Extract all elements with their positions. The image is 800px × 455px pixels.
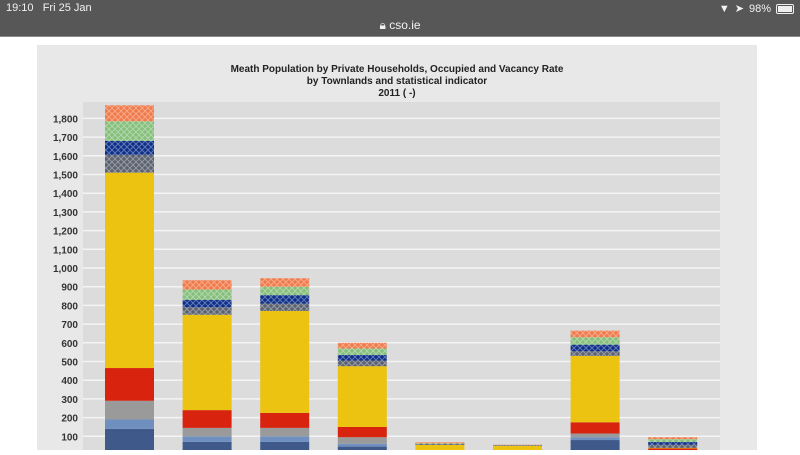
y-tick-label: 1,500 xyxy=(53,171,78,182)
y-tick-label: 1,000 xyxy=(53,264,78,275)
bar-segment[interactable] xyxy=(182,299,232,308)
y-tick-label: 400 xyxy=(61,376,78,387)
bar-segment[interactable] xyxy=(105,400,154,420)
bar-segment[interactable] xyxy=(337,366,387,427)
y-tick-label: 1,300 xyxy=(53,208,78,219)
bar-segment[interactable] xyxy=(105,428,154,455)
y-tick-label: 1,800 xyxy=(53,114,78,125)
bar-segment[interactable] xyxy=(105,172,154,369)
status-indicators: ▼ ➤ 98% xyxy=(719,2,794,15)
bar-segment[interactable] xyxy=(105,419,154,429)
y-tick-label: 1,400 xyxy=(53,189,78,200)
bar-segment[interactable] xyxy=(105,140,154,155)
bar-segment[interactable] xyxy=(260,436,310,442)
wifi-icon: ▼ xyxy=(718,2,730,15)
bar-segment[interactable] xyxy=(570,355,620,423)
bar-segment[interactable] xyxy=(182,289,232,300)
bar-segment[interactable] xyxy=(260,311,310,413)
plot-area xyxy=(83,102,720,455)
bar-segment[interactable] xyxy=(648,447,698,449)
bar-segment[interactable] xyxy=(337,426,387,438)
bar-segment[interactable] xyxy=(648,448,698,451)
status-time: 19:10 Fri 25 Jan xyxy=(6,2,92,14)
address-bar[interactable]: 🔒︎ cso.ie xyxy=(0,18,800,33)
bar-segment[interactable] xyxy=(337,360,387,367)
bar-segment[interactable] xyxy=(493,445,542,446)
lock-icon: 🔒︎ xyxy=(379,18,386,32)
status-bar: 19:10 Fri 25 Jan ▼ ➤ 98% 🔒︎ cso.ie xyxy=(0,0,800,37)
chart-title-line: by Townlands and statistical indicator xyxy=(307,76,488,87)
bar-segment[interactable] xyxy=(337,446,387,455)
y-tick-label: 500 xyxy=(61,358,78,369)
bar-segment[interactable] xyxy=(182,427,232,437)
bar-segment[interactable] xyxy=(493,444,542,446)
bar-segment[interactable] xyxy=(105,121,154,141)
bar-segment[interactable] xyxy=(415,442,465,444)
bar-segment[interactable] xyxy=(648,437,698,440)
y-tick-label: 800 xyxy=(61,301,78,312)
y-tick-label: 1,100 xyxy=(53,245,78,256)
bar-segment[interactable] xyxy=(337,437,387,444)
bar-segment[interactable] xyxy=(260,286,310,296)
bar-segment[interactable] xyxy=(570,422,620,434)
chart-title-line: 2011 ( -) xyxy=(378,88,415,99)
bar-segment[interactable] xyxy=(648,439,698,442)
location-icon: ➤ xyxy=(734,3,744,15)
bar-segment[interactable] xyxy=(337,354,387,361)
bar-segment[interactable] xyxy=(415,443,465,445)
url-text: cso.ie xyxy=(389,18,421,32)
y-tick-label: 700 xyxy=(61,320,78,331)
battery-icon xyxy=(776,3,794,14)
bar-segment[interactable] xyxy=(182,307,232,315)
bar-segment[interactable] xyxy=(570,440,620,455)
bar-segment[interactable] xyxy=(648,441,698,445)
bar-segment[interactable] xyxy=(337,348,387,355)
bar-segment[interactable] xyxy=(493,445,542,455)
bar-segment[interactable] xyxy=(570,351,620,356)
bar-segment[interactable] xyxy=(260,427,310,437)
y-tick-label: 1,700 xyxy=(53,133,78,144)
bar-segment[interactable] xyxy=(105,154,154,173)
bar-segment[interactable] xyxy=(648,444,698,448)
stacked-bar-chart: 100 200 300 400 500 600 700 800 900 1,000 1,100 1,2… xyxy=(53,64,720,455)
bar-segment[interactable] xyxy=(260,441,310,455)
bar-segment[interactable] xyxy=(570,437,620,441)
bar-segment[interactable] xyxy=(570,433,620,438)
y-tick-label: 100 xyxy=(61,432,78,443)
bar-segment[interactable] xyxy=(415,444,465,455)
bar-segment[interactable] xyxy=(260,295,310,304)
bar-segment[interactable] xyxy=(260,303,310,312)
bar-segment[interactable] xyxy=(337,342,387,349)
y-tick-label: 200 xyxy=(61,414,78,425)
bar-segment[interactable] xyxy=(415,444,465,445)
bar-segment[interactable] xyxy=(260,278,310,287)
bar-segment[interactable] xyxy=(182,441,232,455)
bar-segment[interactable] xyxy=(570,330,620,338)
chart-title-line: Meath Population by Private Households, … xyxy=(231,64,564,75)
bar-segment[interactable] xyxy=(570,344,620,352)
chart-container: 100 200 300 400 500 600 700 800 900 1,000 1,100 1,2… xyxy=(37,45,757,455)
bar-segment[interactable] xyxy=(182,280,232,290)
bar-segment[interactable] xyxy=(337,443,387,447)
y-tick-label: 900 xyxy=(61,283,78,294)
y-tick-label: 600 xyxy=(61,339,78,350)
bar-segment[interactable] xyxy=(570,337,620,345)
bar-segment[interactable] xyxy=(260,412,310,428)
y-tick-label: 300 xyxy=(61,395,78,406)
y-tick-label: 1,600 xyxy=(53,152,78,163)
bar-segment[interactable] xyxy=(105,368,154,401)
bar-segment[interactable] xyxy=(182,436,232,442)
y-tick-label: 1,200 xyxy=(53,227,78,238)
bar-segment[interactable] xyxy=(182,314,232,411)
bar-segment[interactable] xyxy=(182,410,232,428)
bar-segment[interactable] xyxy=(105,105,154,122)
battery-percent: 98% xyxy=(748,2,771,15)
